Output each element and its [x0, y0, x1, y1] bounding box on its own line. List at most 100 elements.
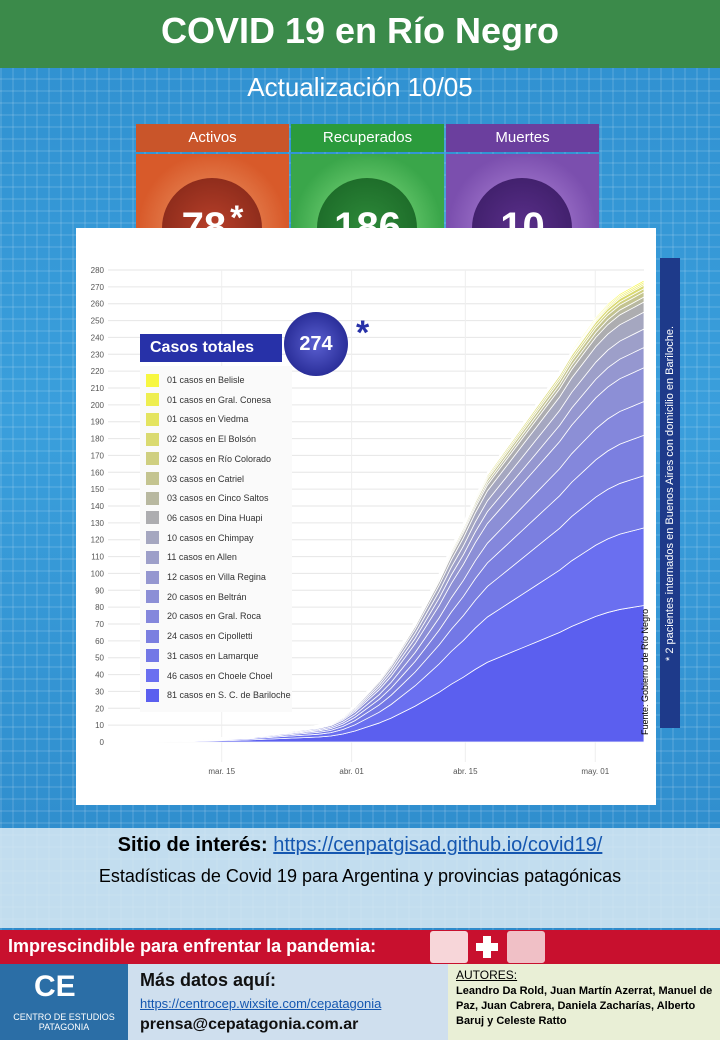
- legend-swatch: [146, 669, 159, 682]
- legend-item: 20 casos en Gral. Roca: [146, 608, 261, 624]
- legend-item: 06 casos en Dina Huapi: [146, 510, 263, 526]
- banner-text: Imprescindible para enfrentar la pandemi…: [8, 936, 377, 956]
- authors-list: Leandro Da Rold, Juan Martín Azerrat, Ma…: [456, 985, 713, 1027]
- legend-swatch: [146, 373, 159, 387]
- website-link[interactable]: https://centrocep.wixsite.com/cepatagoni…: [140, 996, 382, 1011]
- total-cases-virus-icon: 274: [284, 312, 348, 376]
- y-tick-label: 190: [91, 418, 105, 427]
- legend-swatch: [146, 609, 159, 623]
- authors-panel: AUTORES: Leandro Da Rold, Juan Martín Az…: [448, 964, 720, 1040]
- active-count: 78: [181, 204, 227, 249]
- more-data-panel: Más datos aquí: https://centrocep.wixsit…: [128, 964, 448, 1040]
- legend-swatch: [146, 590, 159, 604]
- legend-label: 01 casos en Belisle: [167, 375, 245, 385]
- stay-home-icon: [507, 931, 545, 963]
- legend-swatch: [146, 452, 159, 466]
- y-tick-label: 250: [91, 317, 105, 326]
- authors-title: AUTORES:: [456, 968, 518, 982]
- y-tick-label: 70: [95, 620, 104, 629]
- recovered-count: 186: [334, 204, 401, 249]
- x-tick-label: abr. 01: [339, 767, 364, 776]
- cep-logo: CE CENTRO DE ESTUDIOS PATAGONIA: [0, 964, 128, 1040]
- legend-swatch: [146, 649, 159, 663]
- title-bar: [0, 0, 720, 68]
- legend-item: 02 casos en Río Colorado: [146, 451, 271, 467]
- legend-label: 20 casos en Beltrán: [167, 591, 247, 602]
- legend-label: 81 casos en S. C. de Bariloche: [167, 690, 291, 701]
- legend-swatch: [146, 570, 159, 584]
- interest-line: Sitio de interés: https://cenpatgisad.gi…: [0, 834, 720, 857]
- y-tick-label: 140: [91, 502, 105, 511]
- legend-label: 01 casos en Viedma: [167, 414, 249, 425]
- legend-swatch: [146, 550, 159, 564]
- total-cases-star: *: [356, 314, 370, 352]
- y-tick-label: 210: [91, 384, 105, 393]
- legend-item: 11 casos en Allen: [146, 549, 237, 565]
- y-tick-label: 280: [91, 266, 105, 275]
- y-tick-label: 0: [100, 738, 105, 747]
- legend-item: 31 casos en Lamarque: [146, 648, 259, 664]
- legend-item: 46 casos en Choele Choel: [146, 668, 273, 684]
- y-tick-label: 110: [91, 553, 104, 562]
- legend-swatch: [146, 511, 159, 525]
- medical-cross-icon: [472, 932, 502, 962]
- deaths-count: 10: [500, 204, 545, 249]
- y-tick-label: 80: [95, 603, 104, 612]
- interest-label: Sitio de interés:: [117, 834, 268, 856]
- y-tick-label: 150: [91, 485, 105, 494]
- legend-label: 01 casos en Gral. Conesa: [167, 394, 272, 405]
- chart-legend: 01 casos en Belisle 01 casos en Gral. Con…: [140, 366, 292, 712]
- y-tick-label: 20: [95, 704, 104, 713]
- legend-item: 24 casos en Cipolletti: [146, 628, 253, 644]
- legend-swatch: [146, 531, 159, 545]
- y-tick-label: 180: [91, 435, 105, 444]
- legend-item: 10 casos en Chimpay: [146, 530, 254, 546]
- legend-item: 03 casos en Cinco Saltos: [146, 490, 269, 506]
- y-tick-label: 240: [91, 333, 105, 342]
- total-cases-label: Casos totales: [140, 334, 282, 362]
- y-tick-label: 120: [91, 536, 105, 545]
- total-cases-value: 274: [299, 332, 333, 355]
- y-tick-label: 170: [91, 451, 105, 460]
- interest-description: Estadísticas de Covid 19 para Argentina …: [98, 866, 622, 886]
- y-tick-label: 50: [95, 654, 104, 663]
- logo-letters: CE: [34, 970, 76, 1003]
- legend-swatch: [146, 491, 159, 505]
- y-tick-label: 10: [95, 721, 104, 730]
- legend-swatch: [146, 688, 159, 702]
- legend-swatch: [146, 432, 159, 446]
- legend-label: 03 casos en Cinco Saltos: [167, 493, 269, 504]
- legend-item: 03 casos en Catriel: [146, 471, 244, 487]
- x-tick-label: abr. 15: [453, 767, 478, 776]
- legend-label: 06 casos en Dina Huapi: [167, 512, 263, 523]
- legend-label: 11 casos en Allen: [167, 552, 237, 563]
- y-tick-label: 230: [91, 350, 105, 359]
- legend-label: 12 casos en Villa Regina: [167, 572, 266, 582]
- legend-label: 24 casos en Cipolletti: [167, 631, 253, 642]
- card-deaths-label: Muertes: [446, 124, 599, 152]
- card-active-label: Activos: [136, 124, 289, 152]
- area-band: [108, 279, 645, 743]
- legend-label: 02 casos en El Bolsón: [167, 434, 257, 445]
- x-tick-label: mar. 15: [208, 767, 235, 776]
- side-note: * 2 pacientes internados en Buenos Aires…: [660, 258, 680, 728]
- legend-swatch: [146, 412, 159, 426]
- y-tick-label: 130: [91, 519, 105, 528]
- legend-item: 12 casos en Villa Regina: [146, 569, 266, 585]
- y-tick-label: 30: [95, 687, 104, 696]
- legend-label: 46 casos en Choele Choel: [167, 670, 273, 681]
- y-tick-label: 60: [95, 637, 104, 646]
- interest-link[interactable]: https://cenpatgisad.github.io/covid19/: [273, 834, 603, 856]
- legend-swatch: [146, 472, 159, 485]
- logo-name: CENTRO DE ESTUDIOS PATAGONIA: [13, 1012, 115, 1032]
- legend-item: 20 casos en Beltrán: [146, 589, 247, 605]
- family-icon: [430, 931, 468, 963]
- legend-label: 03 casos en Catriel: [167, 473, 245, 484]
- x-tick-label: may. 01: [581, 767, 609, 776]
- legend-label: 02 casos en Río Colorado: [167, 453, 272, 464]
- legend-swatch: [146, 393, 159, 407]
- legend-swatch: [146, 629, 159, 643]
- y-tick-label: 160: [91, 468, 105, 477]
- y-tick-label: 40: [95, 671, 104, 680]
- y-tick-label: 200: [91, 401, 105, 410]
